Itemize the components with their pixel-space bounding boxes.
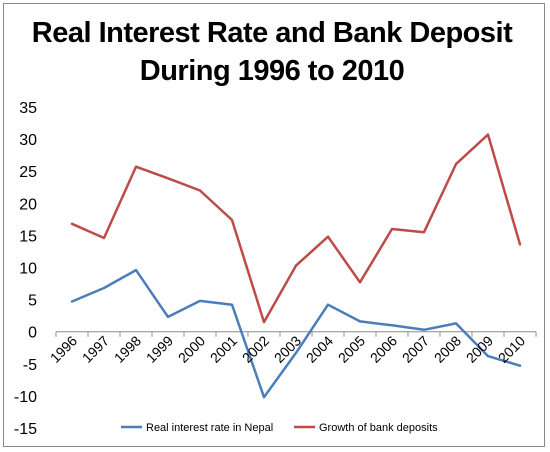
y-tick-label: 5: [28, 293, 37, 310]
y-tick-label: 10: [19, 261, 37, 278]
x-tick-label: 2009: [463, 332, 496, 365]
x-tick-label: 2007: [399, 332, 432, 365]
legend: Real interest rate in Nepal Growth of ban…: [121, 422, 438, 434]
x-tick-label: 2006: [367, 332, 400, 365]
y-tick-label: 0: [28, 325, 37, 342]
y-axis-labels: -15 -10 -5 0 5 10 15 20 25 30 35: [14, 100, 37, 438]
x-tick-marks: [55, 331, 537, 337]
chart-frame: [3, 3, 545, 447]
y-tick-label: 25: [19, 164, 37, 181]
x-tick-label: 1999: [143, 332, 176, 365]
x-tick-label: 2000: [175, 332, 208, 365]
chart-title-line-1: Real Interest Rate and Bank Deposit: [32, 17, 513, 49]
y-tick-label: 20: [19, 196, 37, 213]
legend-label-2: Growth of bank deposits: [319, 422, 438, 434]
y-tick-label: -5: [23, 357, 37, 374]
x-tick-label: 2004: [303, 332, 336, 365]
x-tick-label: 2008: [431, 332, 464, 365]
y-tick-label: -10: [14, 389, 37, 406]
y-tick-label: -15: [14, 421, 37, 438]
x-tick-label: 2005: [335, 332, 368, 365]
y-tick-label: 35: [19, 100, 37, 117]
legend-label-1: Real interest rate in Nepal: [146, 422, 273, 434]
series-line-2: [70, 133, 522, 324]
x-tick-label: 2001: [207, 332, 240, 365]
x-axis-labels: 1996199719981999200020012002200320042005…: [47, 332, 528, 365]
x-tick-label: 2010: [495, 332, 528, 365]
x-tick-label: 1996: [47, 332, 80, 365]
x-tick-label: 1998: [111, 332, 144, 365]
y-tick-label: 30: [19, 132, 37, 149]
y-tick-label: 15: [19, 228, 37, 245]
chart-title-line-2: During 1996 to 2010: [140, 55, 405, 87]
series-line-1: [70, 268, 522, 399]
series-lines: [70, 133, 522, 399]
x-tick-label: 1997: [79, 332, 112, 365]
